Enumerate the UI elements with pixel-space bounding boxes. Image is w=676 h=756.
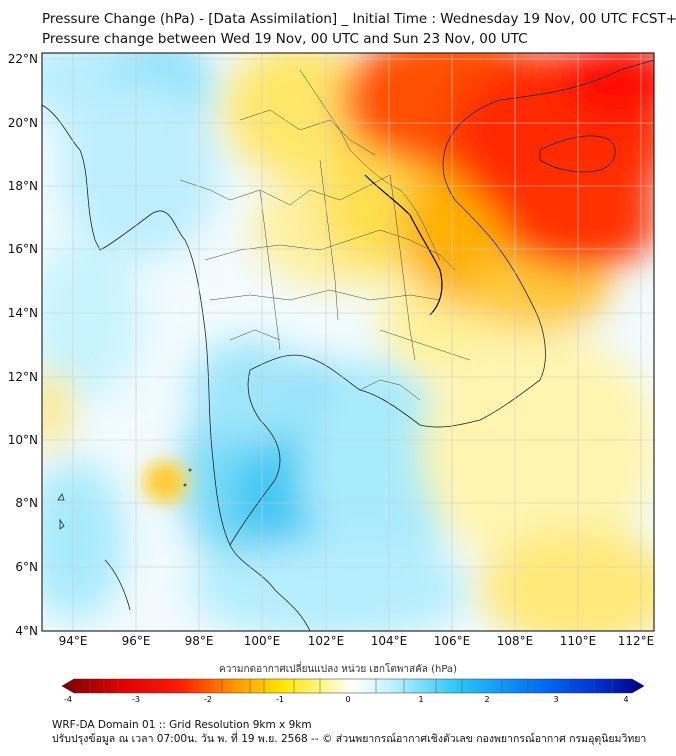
lon-label: 110°E — [560, 634, 597, 648]
colorbar-gradient — [61, 678, 645, 694]
lat-label: 16°N — [8, 242, 38, 256]
footer: WRF-DA Domain 01 :: Grid Resolution 9km … — [52, 718, 646, 746]
colorbar-tick: 0 — [345, 695, 350, 704]
gridlines — [42, 53, 654, 631]
title-block: Pressure Change (hPa) - [Data Assimilati… — [42, 9, 676, 49]
orange-spot-andaman — [153, 470, 177, 494]
colorbar-tick: 3 — [553, 695, 558, 704]
pressure-change-map: 22°N 20°N 18°N 16°N 14°N 12°N 10°N 8°N 6… — [8, 52, 655, 648]
colorbar: -4 -3 -2 -1 0 1 2 3 4 — [61, 678, 645, 704]
lat-label: 22°N — [8, 52, 38, 66]
map-frame — [41, 52, 655, 632]
map-field — [42, 53, 654, 631]
lon-label: 106°E — [434, 634, 471, 648]
lat-label: 4°N — [15, 624, 38, 638]
country-borders — [364, 174, 443, 316]
lon-label: 94°E — [59, 634, 88, 648]
title-line-1: Pressure Change (hPa) - [Data Assimilati… — [42, 11, 676, 27]
indochina-coast — [249, 59, 654, 428]
lon-label: 96°E — [122, 634, 151, 648]
lat-label: 20°N — [8, 116, 38, 130]
lat-label: 10°N — [8, 433, 38, 447]
west-coast — [42, 104, 311, 631]
lat-label: 14°N — [8, 306, 38, 320]
lat-label: 18°N — [8, 179, 38, 193]
sumatra-north-coast — [104, 559, 131, 611]
colorbar-tick: 1 — [418, 695, 423, 704]
lon-label: 100°E — [244, 634, 281, 648]
lat-label: 12°N — [8, 370, 38, 384]
admin-borders — [179, 69, 471, 401]
island-3 — [57, 493, 65, 501]
colorbar-tick: 4 — [623, 695, 628, 704]
lat-label: 6°N — [15, 560, 38, 574]
longitude-labels: 94°E 96°E 98°E 100°E 102°E 104°E 106°E 1… — [59, 634, 655, 648]
lon-label: 104°E — [371, 634, 408, 648]
title-line-2: Pressure change between Wed 19 Nov, 00 U… — [42, 31, 528, 47]
colorbar-tick: -4 — [64, 695, 72, 704]
colorbar-title: ความกดอากาศเปลี่ยนแปลง หน่วย เฮกโตพาสคัล… — [219, 664, 457, 675]
colorbar-tick: -3 — [132, 695, 140, 704]
hainan-island — [539, 135, 616, 173]
colorbar-tick: -2 — [204, 695, 212, 704]
gulf-west-coast — [229, 369, 281, 546]
lon-label: 102°E — [308, 634, 345, 648]
colorbar-tick: -1 — [276, 695, 284, 704]
lon-label: 98°E — [185, 634, 214, 648]
lat-label: 8°N — [15, 496, 38, 510]
island-2 — [188, 468, 192, 472]
footer-line-2: ปรับปรุงข้อมูล ณ เวลา 07:00น. วัน พ. ที่… — [52, 733, 647, 745]
footer-line-1: WRF-DA Domain 01 :: Grid Resolution 9km … — [52, 719, 312, 731]
island-4 — [59, 518, 65, 530]
colorbar-ticks: -4 -3 -2 -1 0 1 2 3 4 — [64, 695, 629, 704]
colorbar-minor-ticks — [89, 679, 613, 693]
lon-label: 108°E — [497, 634, 534, 648]
island-1 — [183, 483, 187, 487]
lon-label: 112°E — [618, 634, 655, 648]
coastlines — [42, 59, 654, 631]
colorbar-tick: 2 — [484, 695, 489, 704]
negative-change-areas — [42, 53, 654, 631]
latitude-labels: 22°N 20°N 18°N 16°N 14°N 12°N 10°N 8°N 6… — [8, 52, 38, 638]
